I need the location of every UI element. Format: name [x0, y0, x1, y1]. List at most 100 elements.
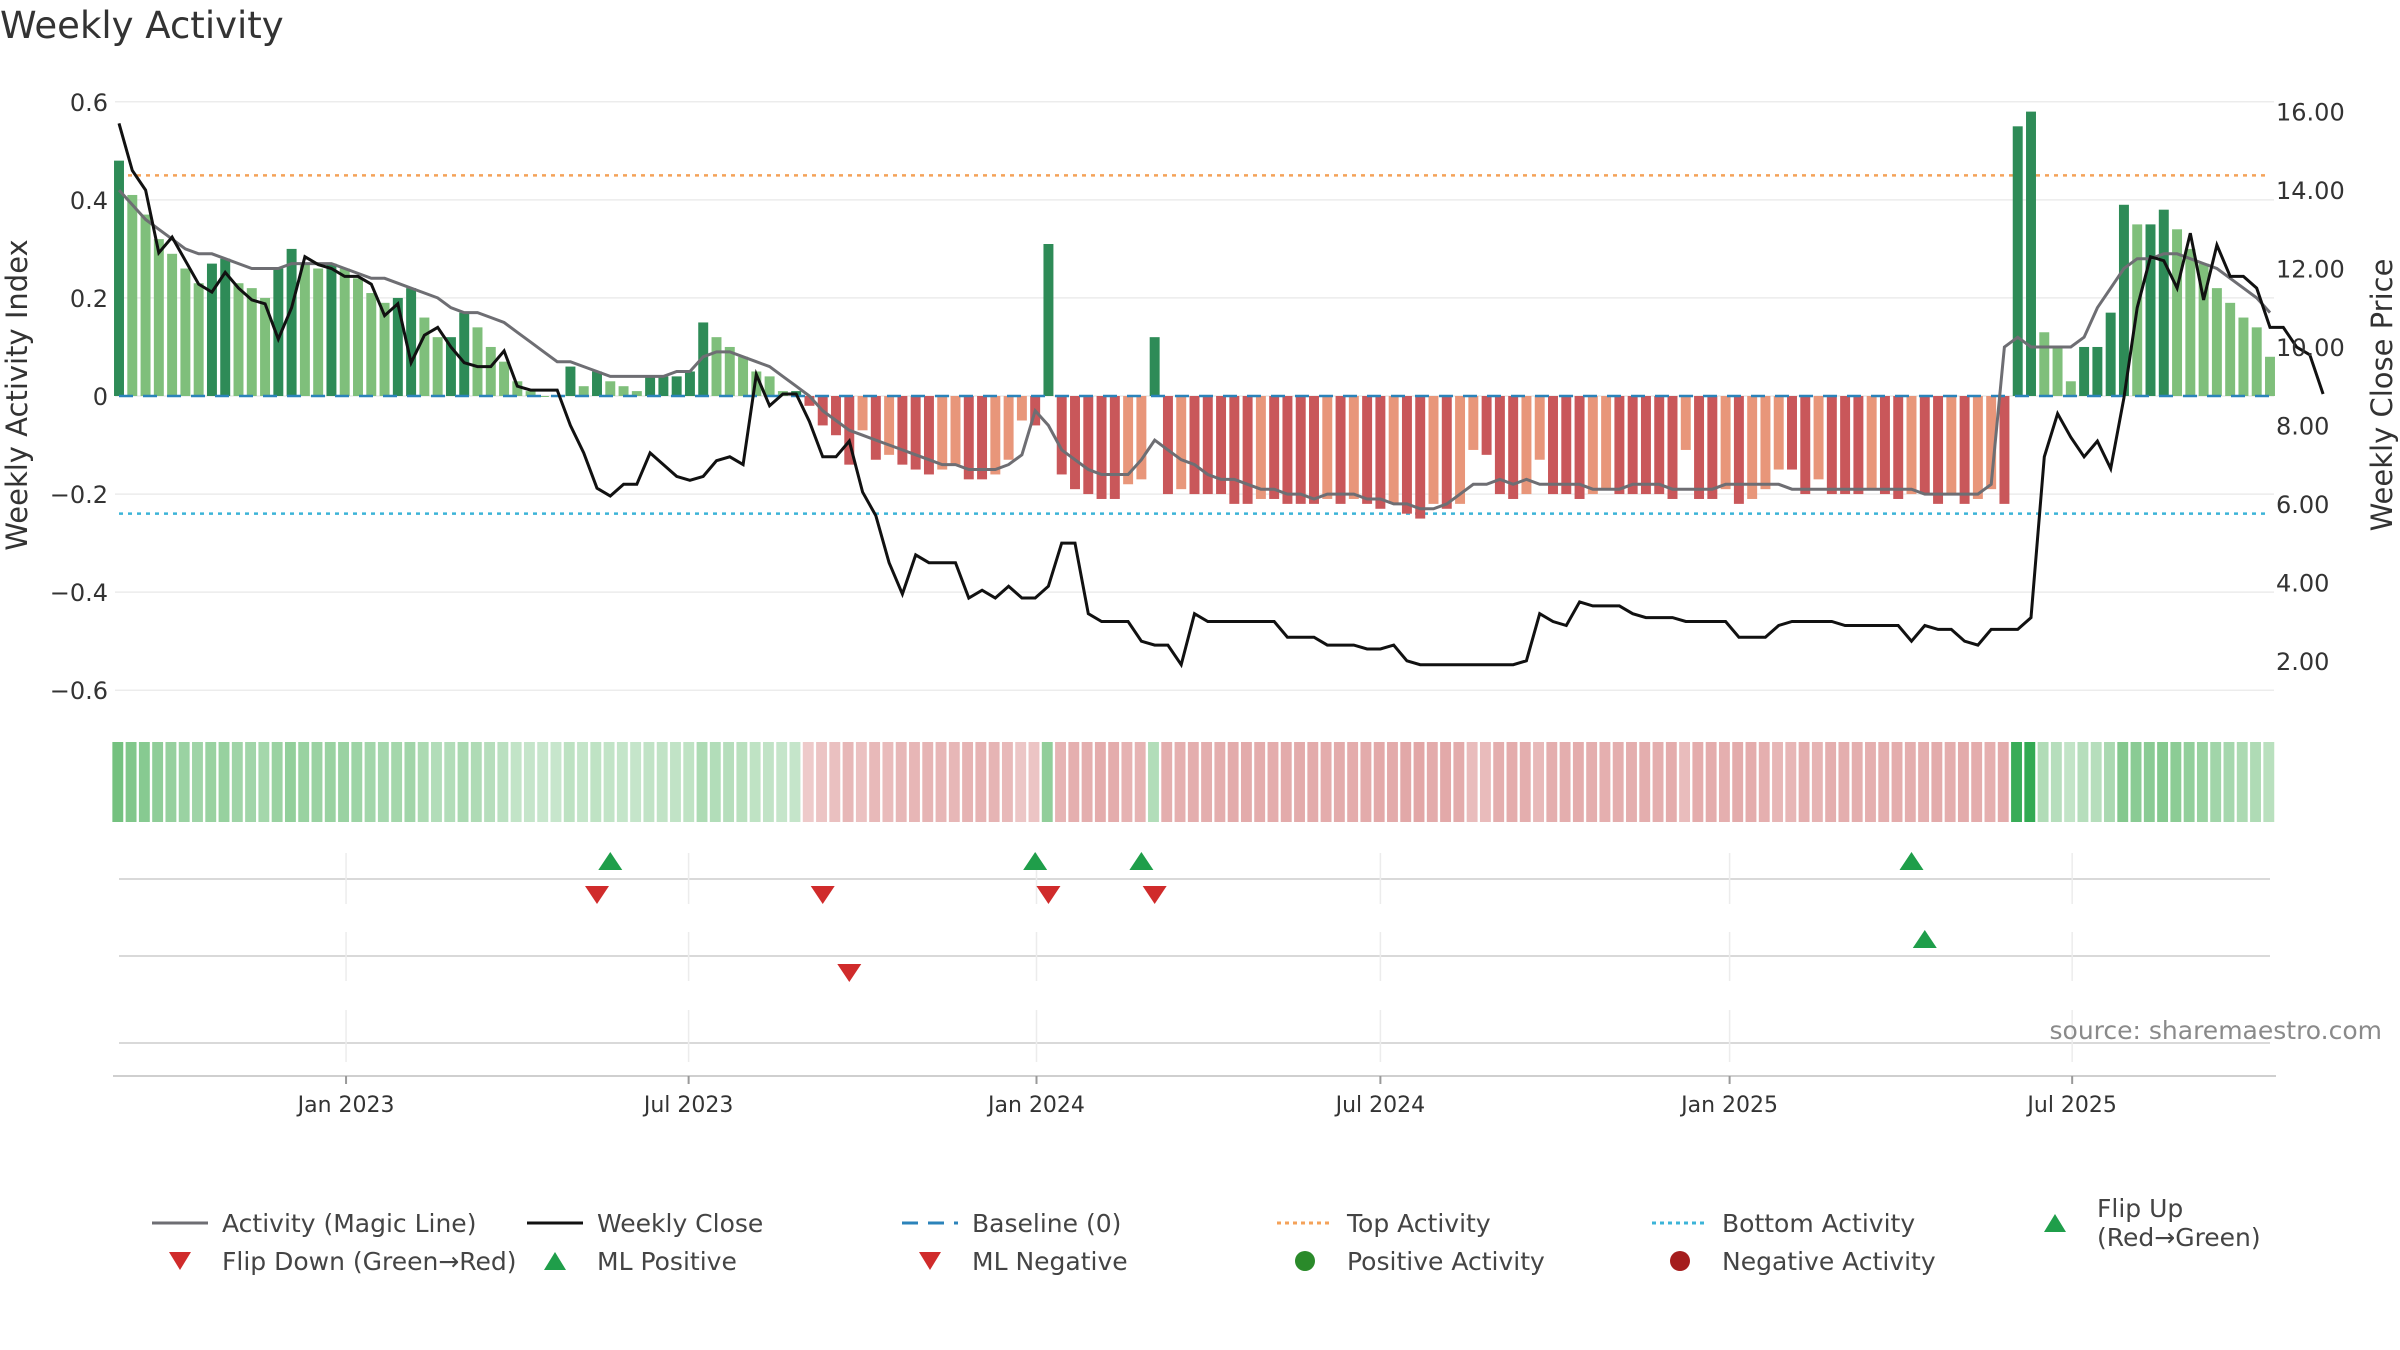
strip-cell: [2210, 742, 2222, 822]
activity-bar: [1229, 396, 1240, 504]
strip-cell: [1745, 742, 1757, 822]
legend-symbol-icon: [1275, 1210, 1335, 1236]
strip-cell: [284, 742, 296, 822]
strip-cell: [1187, 742, 1199, 822]
strip-cell: [152, 742, 164, 822]
strip-cell: [1971, 742, 1983, 822]
legend-label: Flip Up (Red→Green): [2097, 1194, 2261, 1252]
strip-cell: [1918, 742, 1930, 822]
strip-cell: [1360, 742, 1372, 822]
activity-bar: [2211, 288, 2222, 396]
strip-cell: [590, 742, 602, 822]
strip-cell: [444, 742, 456, 822]
x-tick-label: Jul 2025: [2025, 1093, 2117, 1118]
strip-cell: [563, 742, 575, 822]
strip-cell: [192, 742, 203, 822]
strip-cell: [1108, 742, 1120, 822]
activity-bar: [1295, 396, 1306, 504]
activity-bar: [2039, 332, 2050, 396]
strip-cell: [2024, 742, 2036, 822]
strip-cell: [351, 742, 363, 822]
strip-cell: [338, 742, 349, 822]
strip-cell: [1347, 742, 1359, 822]
chart-canvas: −0.6 −0.4 −0.2 0 0.2 0.4 0.6 2.00 4.00 6.00 8.00 10…: [0, 89, 2399, 1118]
strip-cell: [1267, 742, 1279, 822]
strip-cell: [510, 742, 522, 822]
strip-cell: [643, 742, 655, 822]
activity-bar: [1959, 396, 1970, 504]
x-tick-label: Jul 2023: [642, 1093, 734, 1118]
activity-bar: [1388, 396, 1399, 504]
activity-bar: [432, 337, 443, 396]
activity-bar: [631, 391, 642, 396]
strip-cell: [1652, 742, 1664, 822]
strip-cell: [324, 742, 336, 822]
y2-tick-label: 12.00: [2276, 256, 2345, 284]
strip-cell: [829, 742, 841, 822]
y-tick-label: 0.6: [70, 89, 108, 117]
activity-bar: [1720, 396, 1731, 490]
activity-bar: [1521, 396, 1532, 495]
legend-label: Bottom Activity: [1722, 1208, 1916, 1238]
legend-symbol-icon: [525, 1210, 585, 1236]
activity-bar: [1760, 396, 1771, 490]
strip-cell: [1865, 742, 1876, 822]
legend-symbol-icon: [1650, 1210, 1710, 1236]
activity-bar: [2065, 381, 2076, 396]
magic-line: [117, 189, 2272, 511]
activity-bar: [286, 248, 297, 396]
activity-bar: [1813, 396, 1824, 480]
strip-cell: [364, 742, 376, 822]
activity-bar: [1096, 396, 1107, 499]
strip-cell: [656, 742, 668, 822]
activity-bar: [1773, 396, 1784, 470]
activity-bar: [1548, 396, 1558, 495]
activity-bar: [884, 396, 895, 455]
legend-item: Flip Up (Red→Green): [2025, 1194, 2325, 1252]
strip-cell: [1015, 742, 1027, 822]
strip-cell: [404, 742, 416, 822]
activity-bar: [2118, 204, 2129, 396]
strip-cell: [1240, 742, 1252, 822]
strip-cell: [1426, 742, 1438, 822]
y2-tick-label: 16.00: [2276, 99, 2345, 127]
strip-cell: [736, 742, 748, 822]
strip-cell: [1333, 742, 1345, 822]
y-tick-label: 0.4: [70, 187, 108, 215]
y2-tick-label: 8.00: [2276, 412, 2329, 440]
y-axis-title: Weekly Activity Index: [0, 239, 34, 550]
strip-cell: [948, 742, 960, 822]
flip-up-marker: [1023, 852, 1048, 870]
strip-cell: [391, 742, 403, 822]
strip-cell: [165, 742, 177, 822]
strip-cell: [816, 742, 827, 822]
activity-bar: [1123, 396, 1134, 485]
strip-cell: [1254, 742, 1266, 822]
strip-cell: [723, 742, 735, 822]
activity-bar: [1083, 396, 1094, 495]
legend-item: ML Positive: [525, 1247, 900, 1276]
activity-bar: [1003, 396, 1014, 460]
strip-cell: [670, 742, 681, 822]
y2-tick-label: 6.00: [2276, 491, 2329, 519]
strip-cell: [245, 742, 257, 822]
y2-tick-label: 2.00: [2276, 648, 2329, 676]
activity-bar: [1946, 396, 1957, 495]
activity-bar: [2265, 356, 2275, 396]
strip-cell: [1692, 742, 1704, 822]
y-tick-label: −0.2: [50, 481, 108, 509]
activity-bar: [1269, 396, 1280, 499]
activity-bar: [2145, 224, 2156, 396]
strip-cell: [630, 742, 642, 822]
strip-cell: [1174, 742, 1186, 822]
strip-cell: [1572, 742, 1584, 822]
strip-cell: [1851, 742, 1863, 822]
activity-bar: [2158, 209, 2169, 396]
strip-cell: [537, 742, 549, 822]
x-tick-label: Jan 2025: [1679, 1093, 1778, 1118]
strip-cell: [577, 742, 588, 822]
strip-cell: [616, 742, 628, 822]
activity-bar: [445, 337, 456, 396]
activity-bar: [1826, 396, 1837, 495]
strip-cell: [709, 742, 721, 822]
